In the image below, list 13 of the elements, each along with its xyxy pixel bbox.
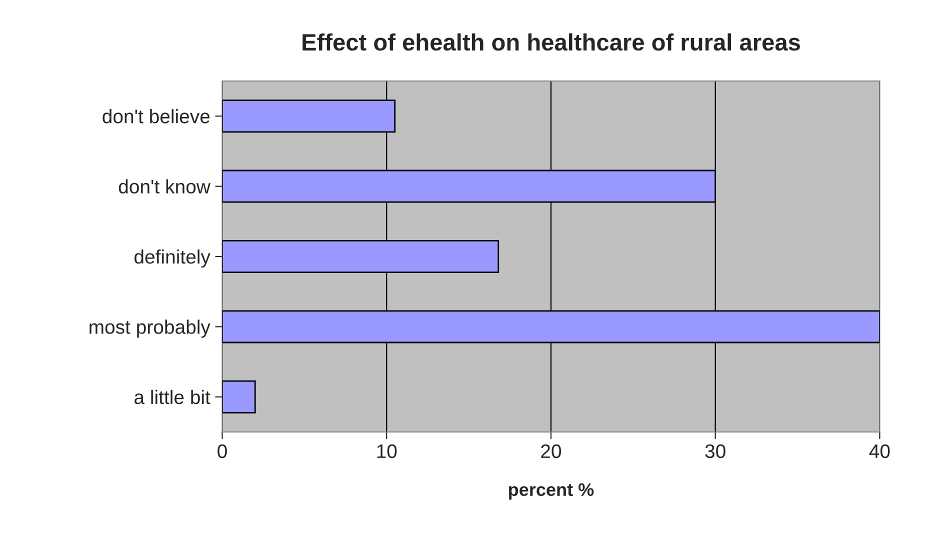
y-tick-label: most probably (90, 320, 210, 338)
x-tick-label: 30 (705, 444, 726, 458)
y-tick-label: don't know (118, 179, 210, 194)
x-tick-label: 10 (377, 444, 397, 458)
x-tick-label: 0 (218, 444, 227, 458)
y-tick-label: definitely (134, 249, 210, 268)
y-tick-label: a little bit (134, 390, 210, 404)
chart-title: Effect of ehealth on healthcare of rural areas (302, 33, 800, 51)
bar (222, 380, 256, 414)
x-tick-label: 40 (869, 444, 890, 458)
y-tick-label: don't believe (102, 109, 210, 124)
x-axis-title: percent % (509, 483, 594, 500)
x-tick-label: 20 (541, 444, 562, 458)
